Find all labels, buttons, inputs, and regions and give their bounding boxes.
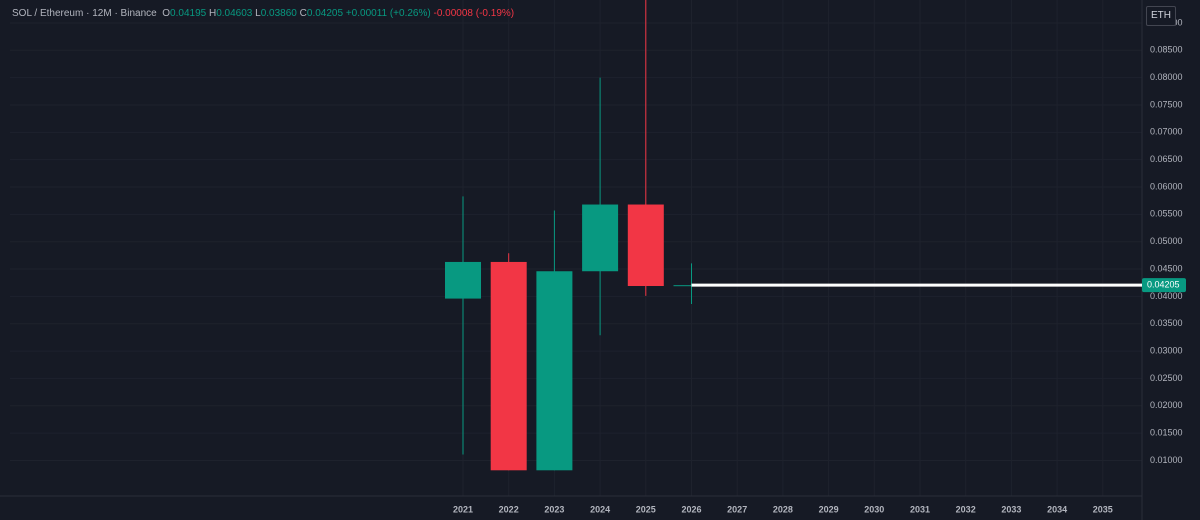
- y-tick-label: 0.08000: [1150, 72, 1183, 82]
- x-tick-label: 2025: [636, 504, 656, 514]
- candle-body: [582, 204, 619, 272]
- candle-body: [490, 261, 527, 471]
- y-tick-label: 0.05000: [1150, 236, 1183, 246]
- x-tick-label: 2030: [864, 504, 884, 514]
- legend-header: SOL / Ethereum · 12M · Binance O0.04195 …: [12, 8, 514, 19]
- y-tick-label: 0.06500: [1150, 154, 1183, 164]
- x-tick-label: 2031: [910, 504, 930, 514]
- change: -0.00008 (-0.19%): [433, 8, 515, 19]
- x-tick-label: 2028: [773, 504, 793, 514]
- ohlc-value: 0.04195: [170, 8, 207, 19]
- x-tick-label: 2023: [544, 504, 564, 514]
- y-tick-label: 0.04500: [1150, 263, 1183, 273]
- x-tick-label: 2021: [453, 504, 473, 514]
- y-tick-label: 0.02000: [1150, 400, 1183, 410]
- ohlc-label: C: [299, 8, 307, 19]
- y-tick-label: 0.03000: [1150, 345, 1183, 355]
- y-tick-label: 0.04000: [1150, 291, 1183, 301]
- symbol: SOL / Ethereum · 12M · Binance: [12, 8, 157, 19]
- y-tick-label: 0.03500: [1150, 318, 1183, 328]
- y-tick-label: 0.06000: [1150, 181, 1183, 191]
- y-tick-label: 0.01500: [1150, 427, 1183, 437]
- y-tick-label: 0.08500: [1150, 45, 1183, 55]
- ohlc-label: L: [255, 8, 261, 19]
- y-tick-label: 0.01000: [1150, 455, 1183, 465]
- x-tick-label: 2032: [956, 504, 976, 514]
- y-tick-label: 0.07000: [1150, 127, 1183, 137]
- candle-body: [445, 261, 481, 299]
- y-tick-label: 0.05500: [1150, 209, 1183, 219]
- x-tick-label: 2027: [727, 504, 747, 514]
- x-tick-label: 2035: [1093, 504, 1113, 514]
- x-tick-label: 2034: [1047, 504, 1067, 514]
- ohlc-label: O: [162, 8, 171, 19]
- x-tick-label: 2033: [1001, 504, 1021, 514]
- candle-body: [536, 271, 573, 471]
- ohlc-value: 0.04205: [306, 8, 344, 19]
- price-tag: [1142, 278, 1186, 293]
- x-tick-label: 2026: [681, 504, 701, 514]
- ohlc-label: H: [208, 8, 217, 19]
- price-tag-label: 0.04205: [1147, 280, 1180, 290]
- x-tick-label: 2029: [819, 504, 839, 514]
- ohlc-value: 0.04603: [216, 8, 253, 19]
- candle-body: [627, 204, 664, 287]
- y-tick-label: 0.07500: [1150, 99, 1183, 109]
- y-tick-label: 0.02500: [1150, 373, 1183, 383]
- change: +0.00011 (+0.26%): [345, 8, 431, 19]
- x-tick-label: 2024: [590, 504, 610, 514]
- ohlc-value: 0.03860: [260, 8, 297, 19]
- x-tick-label: 2022: [499, 504, 519, 514]
- currency-button[interactable]: ETH: [1146, 6, 1176, 26]
